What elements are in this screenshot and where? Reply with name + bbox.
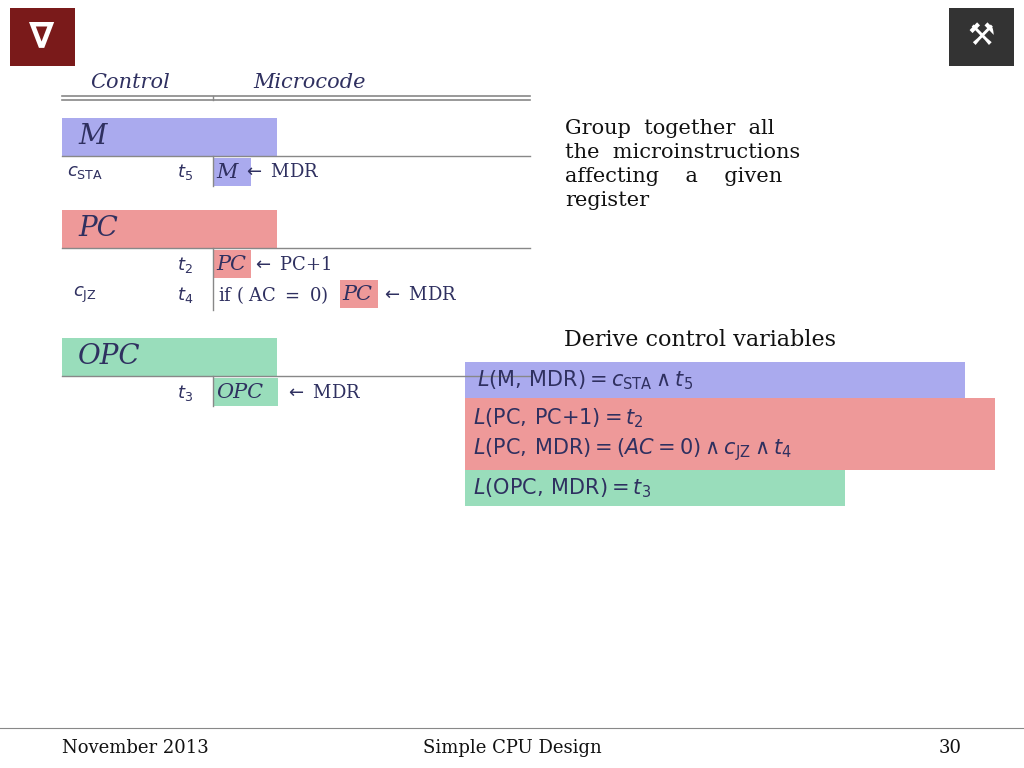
- Text: $t_5$: $t_5$: [177, 162, 193, 182]
- Bar: [949, 8, 1014, 66]
- Bar: [340, 280, 378, 308]
- Bar: [62, 118, 278, 156]
- Text: M: M: [78, 124, 106, 151]
- Text: PC: PC: [216, 256, 246, 274]
- Bar: [213, 158, 251, 186]
- Text: PC: PC: [342, 286, 372, 304]
- Bar: [465, 470, 845, 506]
- Text: M: M: [216, 163, 238, 181]
- Text: OPC: OPC: [216, 383, 263, 402]
- Text: Microcode: Microcode: [254, 72, 367, 91]
- Text: ∇: ∇: [30, 20, 54, 54]
- Text: affecting    a    given: affecting a given: [565, 167, 782, 186]
- Text: $\leftarrow$ MDR: $\leftarrow$ MDR: [381, 286, 458, 304]
- Text: register: register: [565, 190, 649, 210]
- Text: $c_{\mathrm{JZ}}$: $c_{\mathrm{JZ}}$: [73, 285, 97, 305]
- Text: $\leftarrow$ MDR: $\leftarrow$ MDR: [285, 384, 361, 402]
- Text: $\leftarrow$ MDR: $\leftarrow$ MDR: [243, 163, 319, 181]
- Text: $t_4$: $t_4$: [177, 285, 194, 305]
- Text: November 2013: November 2013: [62, 739, 209, 757]
- Text: ⚒: ⚒: [968, 22, 994, 51]
- Text: Group  together  all: Group together all: [565, 118, 774, 137]
- Text: OPC: OPC: [78, 343, 140, 370]
- Bar: [62, 338, 278, 376]
- Text: the  microinstructions: the microinstructions: [565, 143, 800, 161]
- Text: PC: PC: [78, 216, 118, 243]
- Text: if ( AC $=$ 0): if ( AC $=$ 0): [218, 284, 329, 306]
- Text: $L(\mathrm{OPC},\,\mathrm{MDR}) = t_3$: $L(\mathrm{OPC},\,\mathrm{MDR}) = t_3$: [473, 476, 651, 500]
- Text: $L(\mathrm{PC},\,\mathrm{PC{+}1}) = t_2$: $L(\mathrm{PC},\,\mathrm{PC{+}1}) = t_2$: [473, 406, 644, 430]
- Bar: [465, 362, 965, 398]
- Text: Derive control variables: Derive control variables: [564, 329, 836, 351]
- Text: Control: Control: [90, 72, 170, 91]
- Bar: [62, 210, 278, 248]
- Bar: [213, 378, 278, 406]
- Text: Simple CPU Design: Simple CPU Design: [423, 739, 601, 757]
- Bar: [213, 250, 251, 278]
- Text: $\leftarrow$ PC+1: $\leftarrow$ PC+1: [252, 256, 332, 274]
- Text: 30: 30: [939, 739, 962, 757]
- Text: $c_{\mathrm{STA}}$: $c_{\mathrm{STA}}$: [67, 163, 103, 181]
- Text: $t_2$: $t_2$: [177, 255, 193, 275]
- Text: $t_3$: $t_3$: [177, 383, 193, 403]
- Bar: [465, 398, 995, 470]
- Text: $L(\mathrm{M},\,\mathrm{MDR}) = c_{\mathrm{STA}} \wedge t_5$: $L(\mathrm{M},\,\mathrm{MDR}) = c_{\math…: [477, 368, 693, 392]
- Bar: [10, 8, 75, 66]
- Text: $L(\mathrm{PC},\,\mathrm{MDR}) = (AC = 0) \wedge c_{\mathrm{JZ}} \wedge t_4$: $L(\mathrm{PC},\,\mathrm{MDR}) = (AC = 0…: [473, 436, 793, 463]
